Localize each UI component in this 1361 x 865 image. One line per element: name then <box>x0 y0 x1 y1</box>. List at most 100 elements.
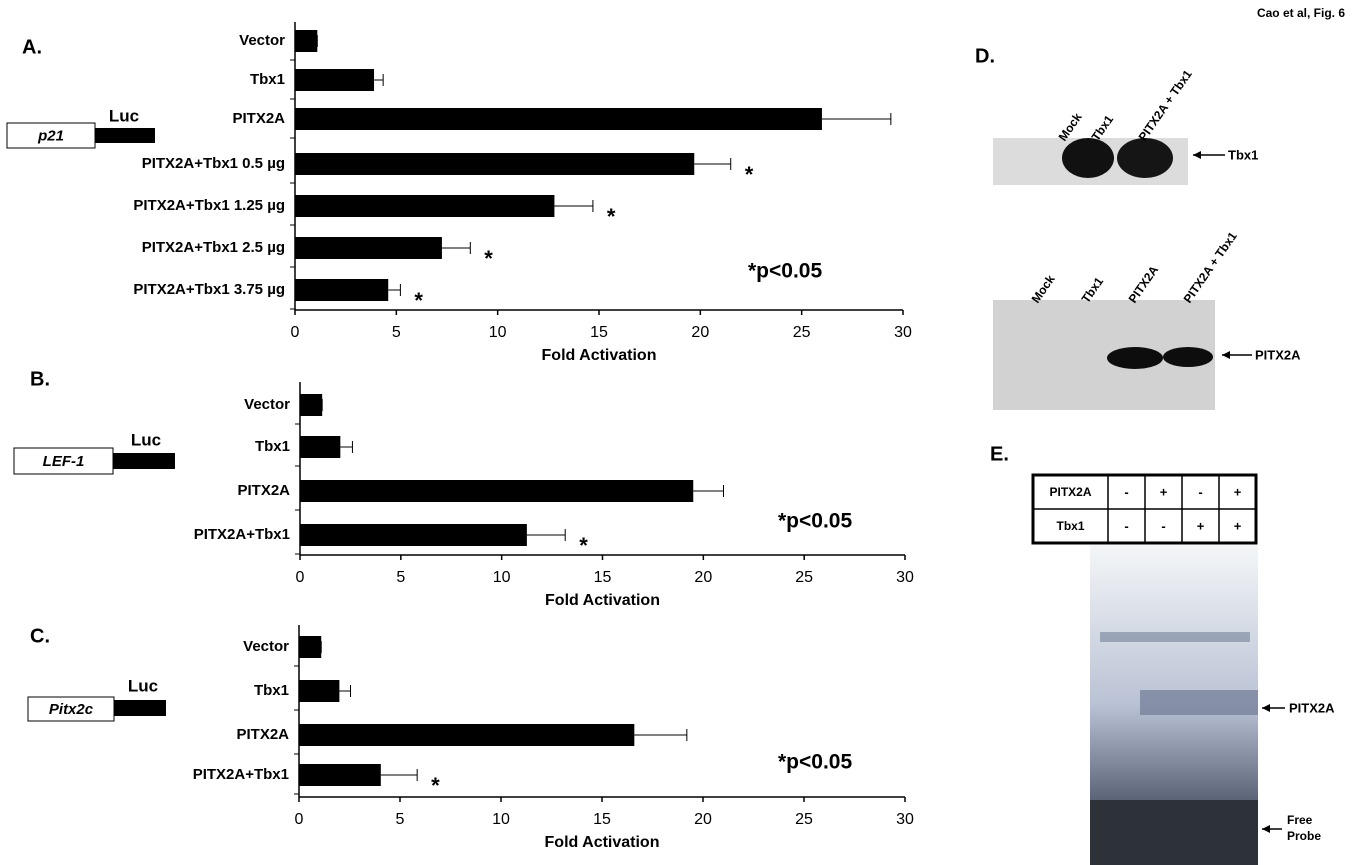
x-tick-label: 0 <box>295 811 304 828</box>
row-label: PITX2A <box>1049 485 1091 499</box>
bar <box>295 195 554 217</box>
bar <box>295 30 317 52</box>
bar <box>300 524 527 546</box>
x-tick-label: 20 <box>691 324 709 341</box>
x-tick-label: 25 <box>795 811 813 828</box>
error-bar <box>442 242 470 254</box>
x-tick-label: 25 <box>795 569 813 586</box>
x-tick-label: 30 <box>896 811 914 828</box>
y-tick-label: PITX2A <box>236 726 289 743</box>
y-tick-label: Vector <box>244 396 290 413</box>
construct-promoter-label: Pitx2c <box>49 701 94 718</box>
y-tick-label: PITX2A+Tbx1 0.5 µg <box>142 155 285 172</box>
cell: + <box>1197 518 1205 533</box>
y-tick-label: PITX2A+Tbx1 1.25 µg <box>133 197 285 214</box>
x-tick-label: 5 <box>392 324 401 341</box>
y-tick-label: Tbx1 <box>254 682 289 699</box>
error-bar <box>822 113 891 125</box>
bar <box>300 436 340 458</box>
x-tick-label: 20 <box>694 569 712 586</box>
x-tick-label: 5 <box>396 811 405 828</box>
error-bar <box>694 158 730 170</box>
panel-label: D. <box>975 45 995 67</box>
bar <box>295 69 374 91</box>
panel-label: C. <box>30 625 50 647</box>
gel-band <box>1140 690 1258 715</box>
construct-promoter-label: p21 <box>37 127 64 144</box>
cell: - <box>1124 484 1128 499</box>
bar <box>299 724 634 746</box>
x-tick-label: 10 <box>489 324 507 341</box>
bar <box>299 636 321 658</box>
error-bar <box>388 284 400 296</box>
arrow-head <box>1193 151 1201 159</box>
significance-note: *p<0.05 <box>778 510 852 533</box>
lane-label: PITX2A + Tbx1 <box>1181 229 1240 305</box>
bar <box>299 764 381 786</box>
y-tick-label: Vector <box>239 32 285 49</box>
figure-label: Cao et al, Fig. 6 <box>1257 6 1345 20</box>
y-tick-label: PITX2A+Tbx1 <box>193 766 289 783</box>
y-tick-label: PITX2A <box>237 482 290 499</box>
y-tick-label: PITX2A+Tbx1 <box>194 526 290 543</box>
significance-marker: * <box>431 773 440 798</box>
significance-marker: * <box>745 162 754 187</box>
construct-reporter-label: Luc <box>131 430 161 449</box>
y-tick-label: PITX2A <box>232 110 285 127</box>
x-tick-label: 0 <box>291 324 300 341</box>
bar <box>300 394 322 416</box>
panel-label: B. <box>30 368 50 390</box>
significance-marker: * <box>579 533 588 558</box>
construct-reporter <box>113 453 175 469</box>
blot-band <box>1062 138 1114 178</box>
lane-label: PITX2A + Tbx1 <box>1136 67 1195 143</box>
x-axis-label: Fold Activation <box>545 834 660 851</box>
construct-reporter <box>95 128 155 143</box>
cell: + <box>1234 518 1242 533</box>
y-tick-label: PITX2A+Tbx1 3.75 µg <box>133 281 285 298</box>
significance-marker: * <box>414 288 423 313</box>
panel-label: A. <box>22 36 42 58</box>
x-tick-label: 10 <box>493 569 511 586</box>
band-label: Tbx1 <box>1228 147 1258 162</box>
x-tick-label: 5 <box>396 569 405 586</box>
cell: + <box>1160 484 1168 499</box>
x-axis-label: Fold Activation <box>542 347 657 364</box>
bar <box>299 680 339 702</box>
arrow-head <box>1222 351 1230 359</box>
error-bar <box>634 729 687 741</box>
x-axis-label: Fold Activation <box>545 592 660 609</box>
significance-marker: * <box>607 204 616 229</box>
significance-marker: * <box>484 246 493 271</box>
cell: - <box>1161 518 1165 533</box>
x-tick-label: 30 <box>896 569 914 586</box>
y-tick-label: PITX2A+Tbx1 2.5 µg <box>142 239 285 256</box>
error-bar <box>554 200 593 212</box>
error-bar <box>339 685 350 697</box>
x-tick-label: 20 <box>694 811 712 828</box>
y-tick-label: Tbx1 <box>250 71 285 88</box>
error-bar <box>693 485 723 497</box>
construct-reporter-label: Luc <box>109 106 139 125</box>
bar <box>300 480 693 502</box>
x-tick-label: 15 <box>594 569 612 586</box>
cell: + <box>1234 484 1242 499</box>
significance-note: *p<0.05 <box>778 751 852 774</box>
bar <box>295 237 442 259</box>
figure: Cao et al, Fig. 6 D. Mock Tbx1 PITX2A + … <box>0 0 1361 865</box>
construct-reporter <box>114 700 166 716</box>
row-label: Tbx1 <box>1056 519 1084 533</box>
error-bar <box>374 74 383 86</box>
error-bar <box>527 529 565 541</box>
lane-label: PITX2A <box>1126 263 1162 306</box>
bar <box>295 153 694 175</box>
blot-band <box>1107 347 1163 369</box>
error-bar <box>381 769 417 781</box>
arrow-head <box>1262 825 1270 833</box>
condition-table: PITX2A-+-+Tbx1--++ <box>1033 475 1256 543</box>
cell: - <box>1198 484 1202 499</box>
x-tick-label: 25 <box>793 324 811 341</box>
x-tick-label: 10 <box>492 811 510 828</box>
x-tick-label: 0 <box>296 569 305 586</box>
